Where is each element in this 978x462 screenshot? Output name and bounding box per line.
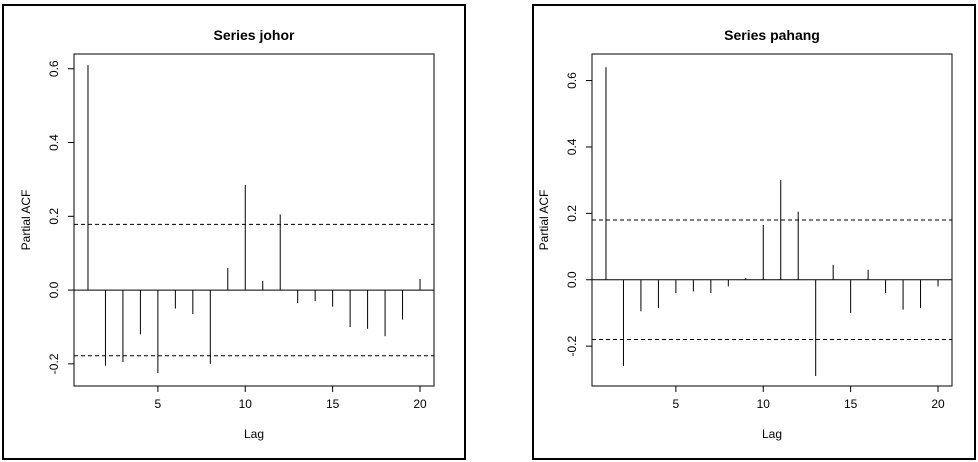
pacf-chart-johor: Series johor Lag Partial ACF 5 10 15 20 -0.2 0.0…: [19, 27, 435, 441]
chart-title: Series johor: [214, 27, 295, 43]
x-axis-label: Lag: [244, 427, 264, 441]
y-tick-label: 0.2: [47, 208, 61, 225]
x-tick-label: 20: [413, 397, 427, 411]
y-tick-label: 0.0: [47, 281, 61, 298]
x-tick-label: 20: [931, 397, 945, 411]
x-tick-label: 15: [326, 397, 340, 411]
y-tick-label: 0.2: [565, 205, 579, 222]
x-axis-label: Lag: [762, 427, 782, 441]
y-tick-label: -0.2: [47, 353, 61, 374]
y-axis-label: Partial ACF: [537, 190, 551, 251]
plot-area-frame: [591, 53, 953, 387]
y-tick-label: -0.2: [565, 335, 579, 356]
y-axis-label: Partial ACF: [19, 190, 33, 251]
chart-panel-pahang: Series pahang Lag Partial ACF 5 10 15 20 -0.2 0.…: [532, 4, 976, 460]
plot-area-frame: [73, 53, 435, 387]
chart-panel-johor: Series johor Lag Partial ACF 5 10 15 20 -0.2 0.0…: [2, 4, 466, 460]
x-tick-label: 10: [757, 397, 771, 411]
pacf-chart-pahang: Series pahang Lag Partial ACF 5 10 15 20 -0.2 0.…: [537, 27, 953, 441]
x-tick-label: 10: [239, 397, 253, 411]
y-tick-label: 0.6: [47, 60, 61, 77]
x-tick-label: 15: [844, 397, 858, 411]
chart-title: Series pahang: [724, 27, 820, 43]
y-tick-label: 0.0: [565, 271, 579, 288]
x-tick-label: 5: [155, 397, 162, 411]
y-tick-label: 0.6: [565, 72, 579, 89]
x-tick-label: 5: [673, 397, 680, 411]
y-tick-label: 0.4: [565, 138, 579, 155]
y-tick-label: 0.4: [47, 134, 61, 151]
